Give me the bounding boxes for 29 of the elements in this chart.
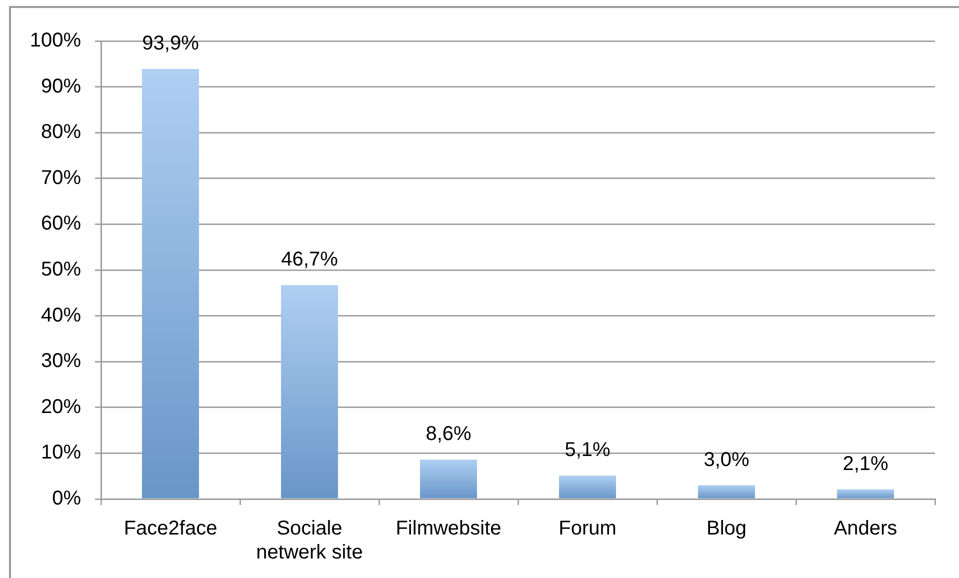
y-tick-label: 70%	[40, 166, 82, 189]
bar	[281, 285, 338, 498]
data-label: 3,0%	[704, 448, 750, 471]
y-tick-label: 90%	[40, 75, 82, 98]
bar	[698, 485, 755, 498]
x-tick-label: Filmwebsite	[396, 518, 502, 540]
bar	[837, 489, 894, 498]
y-tick-label: 60%	[40, 212, 82, 235]
y-tick-label: 50%	[40, 258, 82, 281]
x-tick-label: Forum	[558, 518, 616, 540]
data-label: 2,1%	[842, 452, 889, 475]
bar	[142, 68, 199, 498]
x-tick-label: Anders	[834, 518, 898, 540]
data-label: 5,1%	[564, 439, 611, 462]
y-tick-label: 80%	[40, 121, 82, 144]
x-tick-label: Sociale netwerk site	[256, 518, 363, 564]
y-tick-label: 30%	[40, 350, 82, 372]
x-tick-label: Blog	[706, 518, 747, 540]
y-tick-label: 40%	[40, 304, 82, 326]
bar	[420, 460, 477, 498]
y-tick-label: 10%	[40, 442, 82, 464]
data-label: 46,7%	[281, 248, 338, 271]
bar	[559, 476, 616, 498]
y-tick-label: 100%	[30, 30, 82, 52]
data-label: 93,9%	[142, 32, 200, 54]
x-tick-label: Face2face	[124, 518, 218, 540]
y-tick-label: 20%	[40, 396, 82, 418]
y-tick-label: 0%	[52, 488, 82, 510]
data-label: 8,6%	[426, 423, 472, 446]
